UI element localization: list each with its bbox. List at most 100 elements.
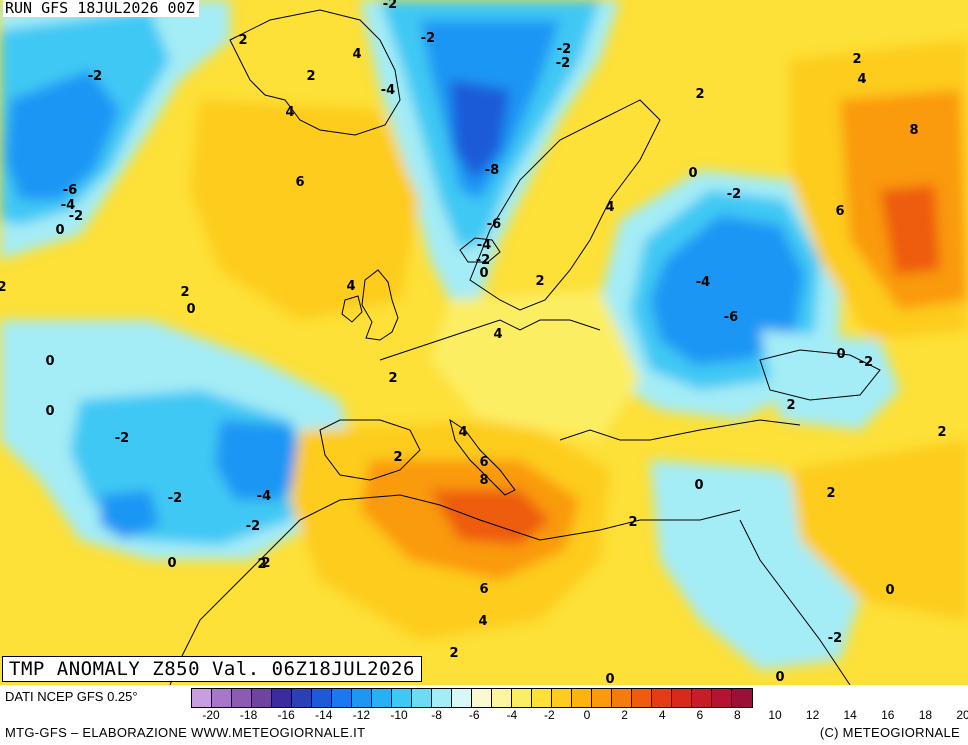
neutral-area-central-europe <box>430 290 640 440</box>
contour-label: 0 <box>688 166 697 181</box>
map-title: TMP ANOMALY Z850 Val. 06Z18JUL2026 <box>2 656 422 682</box>
coast-north-africa <box>299 494 741 541</box>
run-label: RUN GFS 18JUL2026 00Z <box>3 0 199 17</box>
contour-label: 2 <box>306 69 315 84</box>
warm-area-middle-east <box>790 440 968 620</box>
hottest-core-mediterranean <box>430 490 550 545</box>
legend-tick-label: -6 <box>468 708 480 722</box>
legend-swatch <box>392 689 412 707</box>
contour-label: -6 <box>724 310 738 325</box>
contour-label: -6 <box>63 183 77 198</box>
contour-label: 6 <box>479 582 488 597</box>
legend-tick-label: 0 <box>583 708 591 722</box>
contour-label: 0 <box>605 672 614 685</box>
contour-label: -6 <box>487 217 501 232</box>
temperature-anomaly-map: 242-246-6-4-20-2-2-4-2-2-8-6-4-2024240-2… <box>0 0 968 685</box>
coastlines <box>169 9 881 685</box>
coast-greece-turkey <box>559 419 801 441</box>
contour-label: -2 <box>69 209 83 224</box>
contour-label: 2 <box>695 87 704 102</box>
coast-greenland <box>229 9 401 136</box>
legend-tick-label: 6 <box>696 708 704 722</box>
coast-ireland <box>341 295 363 323</box>
contour-label: -2 <box>383 0 397 12</box>
contour-label: 2 <box>257 557 266 572</box>
legend-tick-label: 4 <box>658 708 666 722</box>
legend-tick-label: 16 <box>881 708 895 722</box>
legend-swatch <box>672 689 692 707</box>
contour-label: -8 <box>485 163 499 178</box>
contour-label: 0 <box>167 556 176 571</box>
coldest-core-norwegian-sea <box>450 80 510 180</box>
warm-area-central-atlantic <box>190 100 420 320</box>
contour-label: -4 <box>61 198 75 213</box>
contour-label: 2 <box>628 515 637 530</box>
contour-label: -2 <box>246 519 260 534</box>
legend-tick-label: -20 <box>202 708 220 722</box>
contour-label: 4 <box>352 47 361 62</box>
contour-label: 4 <box>857 72 866 87</box>
contour-label: 8 <box>909 123 918 138</box>
footer: DATI NCEP GFS 0.25° -20 -18 -16 -14 -12 -10 -8… <box>0 685 968 745</box>
contour-label: 4 <box>346 279 355 294</box>
legend-swatch <box>612 689 632 707</box>
legend-swatch <box>472 689 492 707</box>
legend-swatch <box>732 689 752 707</box>
contour-label: 2 <box>786 398 795 413</box>
credit-right: (C) METEOGIORNALE <box>819 725 960 740</box>
contour-label: 4 <box>478 614 487 629</box>
legend-tick-label: -12 <box>352 708 371 722</box>
contour-label: -4 <box>381 83 395 98</box>
legend-swatch <box>352 689 372 707</box>
contour-label: 0 <box>55 223 64 238</box>
legend-swatch <box>372 689 392 707</box>
coast-iceland <box>459 237 501 263</box>
contour-label: 2 <box>852 52 861 67</box>
contour-label: 4 <box>458 425 467 440</box>
legend-tick-label: -4 <box>506 708 518 722</box>
legend-tick-label: 2 <box>621 708 628 722</box>
coast-iberia <box>319 419 421 481</box>
colder-core-canada <box>5 70 120 200</box>
contour-label: 2 <box>393 450 402 465</box>
contour-label: -2 <box>727 187 741 202</box>
legend-swatch <box>692 689 712 707</box>
contour-label: 2 <box>238 33 247 48</box>
legend-swatch <box>632 689 652 707</box>
contour-label: -2 <box>88 69 102 84</box>
legend-swatch <box>552 689 572 707</box>
legend-tick-label: 14 <box>843 708 857 722</box>
contour-label: 0 <box>45 354 54 369</box>
legend-swatch <box>712 689 732 707</box>
legend-tick-label: 12 <box>805 708 820 722</box>
contour-label: 0 <box>479 266 488 281</box>
legend-tick-label: 8 <box>734 708 741 722</box>
contour-label: -2 <box>556 56 570 71</box>
legend-swatch <box>232 689 252 707</box>
contour-label: 0 <box>186 302 195 317</box>
legend-tick-label: -18 <box>239 708 258 722</box>
contour-label: 6 <box>835 204 844 219</box>
hottest-core-russia-east <box>880 185 940 275</box>
legend-swatch <box>572 689 592 707</box>
contour-label: -2 <box>168 491 182 506</box>
legend-swatch <box>512 689 532 707</box>
contour-label: 2 <box>388 371 397 386</box>
data-source-label: DATI NCEP GFS 0.25° <box>5 689 138 704</box>
contour-label: -4 <box>696 275 710 290</box>
contour-label: 4 <box>285 105 294 120</box>
legend-tick-label: -16 <box>277 708 295 722</box>
legend-tick-label: 10 <box>768 708 782 722</box>
contour-label: 0 <box>45 404 54 419</box>
legend-tick-label: 20 <box>956 708 968 722</box>
legend-swatch <box>432 689 452 707</box>
coast-black-sea <box>759 349 881 401</box>
contour-label: 6 <box>295 175 304 190</box>
legend-swatch <box>592 689 612 707</box>
legend-tick-label: 18 <box>918 708 933 722</box>
legend-swatch <box>452 689 472 707</box>
legend-swatch <box>332 689 352 707</box>
colder-core-russia <box>650 215 805 365</box>
legend-swatch <box>312 689 332 707</box>
